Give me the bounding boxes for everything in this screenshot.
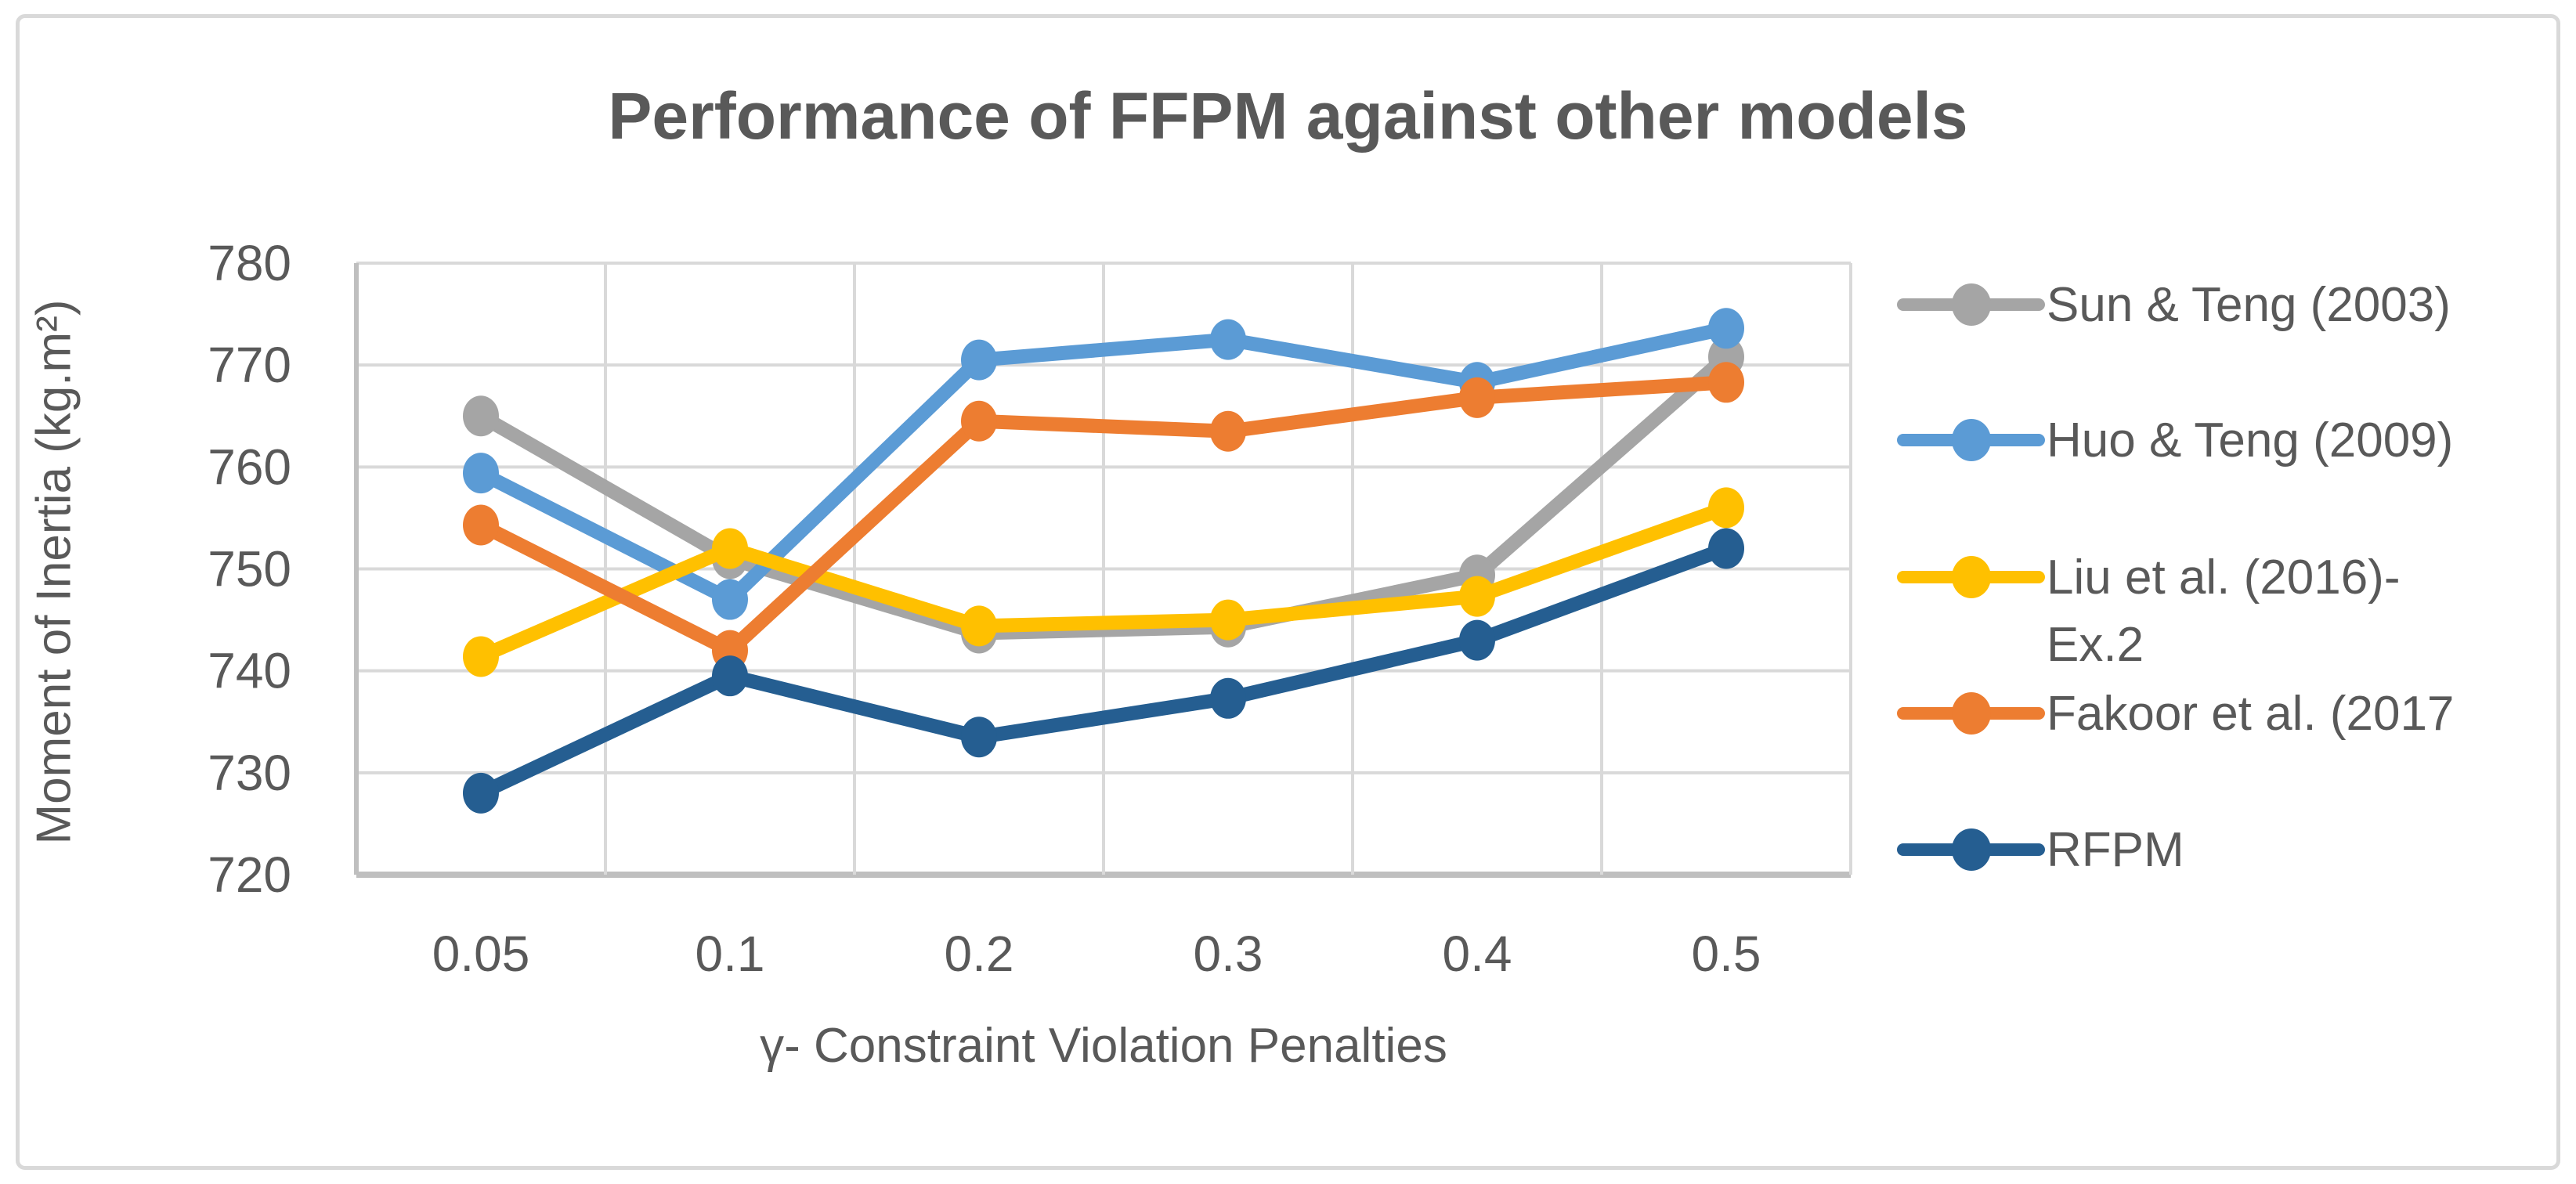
series-line <box>474 541 1733 800</box>
data-point-marker <box>463 453 499 494</box>
y-tick-label: 780 <box>208 235 291 291</box>
legend-label: Sun & Teng (2003) <box>2047 278 2451 332</box>
data-point-marker <box>961 605 997 647</box>
legend-label: Huo & Teng (2009) <box>2047 413 2453 467</box>
data-point-marker <box>961 400 997 442</box>
data-point-marker <box>463 636 499 677</box>
series-line <box>474 375 1733 658</box>
data-point-marker <box>961 339 997 381</box>
data-point-marker <box>1708 362 1744 403</box>
legend-key-marker <box>1952 828 1991 871</box>
data-point-marker <box>1459 576 1495 617</box>
data-point-marker <box>463 395 499 437</box>
x-tick-label: 0.05 <box>432 926 530 982</box>
data-point-marker <box>1210 599 1246 641</box>
data-point-marker <box>961 717 997 758</box>
data-point-marker <box>1708 308 1744 349</box>
legend-label: Fakoor et al. (2017 <box>2047 687 2454 741</box>
series-line <box>474 349 1733 641</box>
x-tick-label: 0.3 <box>1194 926 1263 982</box>
series-line <box>474 500 1733 664</box>
data-point-marker <box>1708 528 1744 569</box>
y-tick-label: 740 <box>208 643 291 699</box>
x-axis-title: γ- Constraint Violation Penalties <box>760 1019 1447 1073</box>
data-point-marker <box>463 772 499 814</box>
x-tick-label: 0.1 <box>695 926 765 982</box>
data-point-marker <box>1459 377 1495 418</box>
data-point-marker <box>1459 619 1495 661</box>
legend-label: Liu et al. (2016)- <box>2047 550 2400 605</box>
y-tick-label: 730 <box>208 745 291 801</box>
legend-key-marker <box>1952 692 1991 735</box>
chart-title: Performance of FFPM against other models <box>608 79 1968 153</box>
data-point-marker <box>712 528 748 569</box>
data-point-marker <box>1210 319 1246 360</box>
data-point-marker <box>1210 410 1246 452</box>
data-point-marker <box>1708 487 1744 529</box>
series-line <box>474 321 1733 607</box>
data-point-marker <box>463 504 499 546</box>
legend-label: RFPM <box>2047 823 2184 877</box>
y-tick-label: 760 <box>208 439 291 495</box>
x-tick-label: 0.5 <box>1692 926 1761 982</box>
data-point-marker <box>712 655 748 697</box>
y-tick-label: 770 <box>208 337 291 393</box>
y-tick-label: 750 <box>208 541 291 597</box>
legend-key-marker <box>1952 556 1991 598</box>
x-tick-label: 0.4 <box>1443 926 1512 982</box>
legend-label-line2: Ex.2 <box>2047 618 2144 672</box>
legend-key-marker <box>1952 419 1991 461</box>
y-tick-label: 720 <box>208 846 291 903</box>
x-tick-label: 0.2 <box>945 926 1014 982</box>
legend-key-marker <box>1952 283 1991 326</box>
data-point-marker <box>1210 677 1246 719</box>
data-point-marker <box>712 579 748 620</box>
